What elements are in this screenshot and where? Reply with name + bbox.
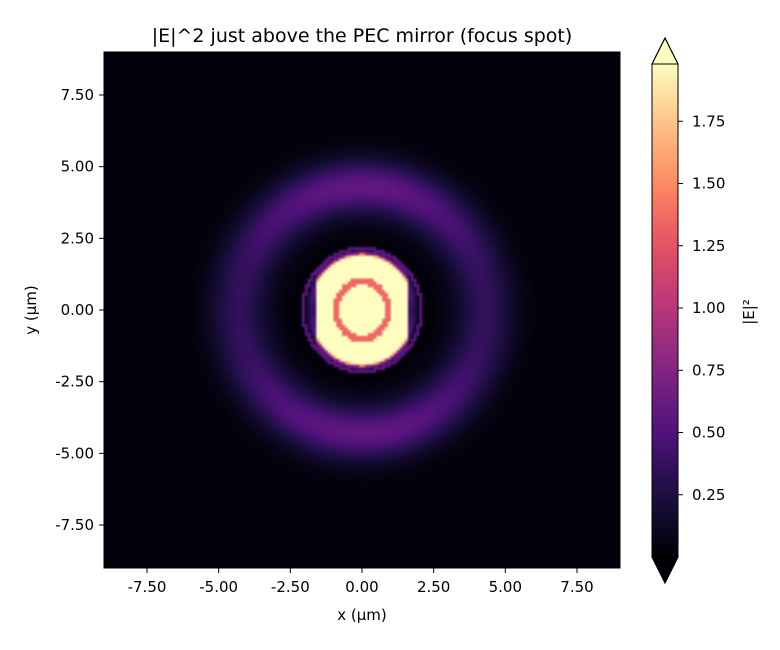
colorbar-outline: [651, 36, 679, 585]
colorbar-ticks: 0.25 0.50 0.75 1.00 1.25 1.50 1.75: [678, 112, 725, 504]
x-tick-label: -5.00: [199, 578, 238, 596]
colorbar-extend-min: [651, 556, 679, 585]
y-tick-label: 7.50: [61, 86, 94, 104]
colorbar-tick-label: 1.50: [692, 175, 725, 193]
colorbar-tick-label: 1.25: [692, 237, 725, 255]
colorbar-gradient: [652, 64, 678, 557]
x-tick-label: 5.00: [489, 578, 522, 596]
colorbar-extend-max: [651, 36, 679, 65]
y-tick-label: -7.50: [55, 516, 94, 534]
colorbar-tick-label: 0.50: [692, 424, 725, 442]
heatmap-plot-area: [103, 51, 621, 569]
chart-title: |E|^2 just above the PEC mirror (focus s…: [152, 25, 573, 47]
x-tick-label: 7.50: [560, 578, 593, 596]
x-tick-label: -2.50: [271, 578, 310, 596]
colorbar-tick-label: 1.00: [692, 299, 725, 317]
x-tick-label: -7.50: [128, 578, 167, 596]
y-tick-label: 2.50: [61, 229, 94, 247]
x-tick-label: 2.50: [417, 578, 450, 596]
colorbar-tick-label: 0.25: [692, 486, 725, 504]
y-tick-label: -5.00: [55, 444, 94, 462]
y-tick-label: 5.00: [61, 158, 94, 176]
x-tick-label: 0.00: [345, 578, 378, 596]
colorbar-tick-label: 1.75: [692, 112, 725, 130]
y-axis-ticks: -7.50 -5.00 -2.50 0.00 2.50 5.00 7.50: [55, 86, 104, 534]
y-axis-label: y (µm): [22, 285, 40, 335]
heatmap-image: [104, 52, 620, 568]
y-tick-label: -2.50: [55, 373, 94, 391]
colorbar: 0.25 0.50 0.75 1.00 1.25 1.50 1.75 |E|²: [651, 36, 758, 585]
x-axis-label: x (µm): [337, 606, 387, 624]
colorbar-label: |E|²: [740, 299, 758, 325]
x-axis-ticks: -7.50 -5.00 -2.50 0.00 2.50 5.00 7.50: [128, 568, 594, 596]
y-tick-label: 0.00: [61, 301, 94, 319]
colorbar-tick-label: 0.75: [692, 361, 725, 379]
